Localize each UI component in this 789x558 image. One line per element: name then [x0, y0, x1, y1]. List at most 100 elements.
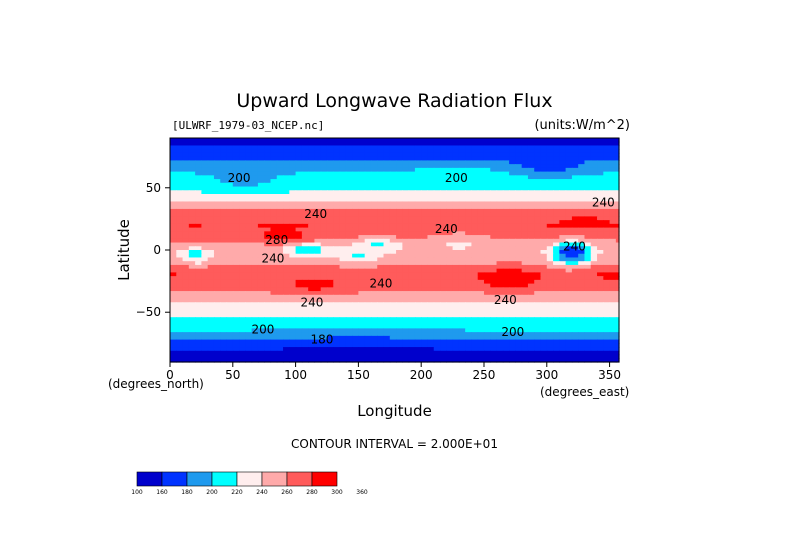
heatmap-cell	[276, 309, 284, 315]
heatmap-cell	[333, 320, 341, 326]
heatmap-cell	[176, 223, 184, 229]
heatmap-cell	[270, 257, 278, 262]
heatmap-cell	[377, 302, 385, 307]
heatmap-cell	[182, 313, 190, 318]
heatmap-cell	[483, 347, 491, 352]
heatmap-cell	[245, 182, 253, 188]
heatmap-cell	[540, 167, 548, 173]
heatmap-cell	[301, 354, 309, 359]
heatmap-cell	[245, 287, 253, 292]
heatmap-cell	[396, 175, 403, 180]
heatmap-cell	[308, 313, 316, 318]
heatmap-cell	[283, 250, 290, 255]
heatmap-cell	[458, 339, 466, 344]
heatmap-cell	[521, 313, 529, 318]
heatmap-cell	[308, 186, 316, 191]
heatmap-cell	[565, 156, 573, 161]
heatmap-cell	[370, 201, 378, 206]
heatmap-cell	[534, 306, 542, 311]
heatmap-cell	[571, 268, 579, 273]
heatmap-cell	[615, 220, 620, 225]
heatmap-cell	[370, 149, 378, 154]
heatmap-cell	[326, 354, 334, 359]
heatmap-cell	[509, 268, 516, 273]
heatmap-cell	[452, 164, 460, 169]
heatmap-cell	[289, 302, 297, 307]
heatmap-cell	[320, 235, 328, 240]
heatmap-cell	[396, 149, 403, 154]
heatmap-cell	[333, 167, 341, 173]
heatmap-cell	[239, 291, 246, 296]
heatmap-cell	[295, 257, 303, 262]
heatmap-cell	[301, 287, 309, 292]
heatmap-cell	[603, 216, 611, 221]
heatmap-cell	[314, 145, 322, 150]
heatmap-cell	[333, 246, 341, 251]
heatmap-cell	[264, 175, 272, 180]
heatmap-cell	[534, 302, 542, 307]
heatmap-cell	[170, 268, 177, 273]
heatmap-cell	[239, 294, 246, 300]
heatmap-cell	[383, 317, 391, 322]
heatmap-cell	[534, 276, 542, 281]
heatmap-cell	[320, 201, 328, 206]
heatmap-cell	[383, 138, 391, 143]
heatmap-cell	[195, 197, 202, 203]
heatmap-cell	[446, 175, 454, 180]
heatmap-cell	[578, 205, 586, 210]
heatmap-cell	[220, 164, 228, 169]
heatmap-cell	[565, 279, 573, 285]
heatmap-cell	[477, 309, 485, 315]
heatmap-cell	[414, 152, 422, 158]
heatmap-cell	[257, 264, 265, 270]
heatmap-cell	[597, 227, 604, 232]
heatmap-cell	[578, 268, 586, 273]
heatmap-cell	[578, 238, 586, 244]
heatmap-cell	[257, 212, 265, 217]
heatmap-cell	[333, 332, 341, 337]
heatmap-cell	[264, 317, 272, 322]
heatmap-cell	[188, 231, 196, 236]
heatmap-cell	[421, 250, 429, 255]
heatmap-cell	[408, 313, 416, 318]
heatmap-cell	[345, 358, 353, 363]
heatmap-cell	[188, 276, 196, 281]
heatmap-cell	[251, 343, 259, 348]
heatmap-cell	[553, 332, 560, 337]
heatmap-cell	[257, 235, 265, 240]
heatmap-cell	[571, 238, 579, 244]
heatmap-cell	[421, 149, 429, 154]
heatmap-cell	[396, 324, 403, 329]
heatmap-cell	[540, 268, 548, 273]
heatmap-cell	[402, 220, 410, 225]
heatmap-cell	[213, 339, 221, 344]
heatmap-cell	[502, 324, 510, 329]
heatmap-cell	[490, 354, 498, 359]
heatmap-cell	[571, 145, 579, 150]
heatmap-cell	[452, 138, 460, 143]
heatmap-cell	[553, 306, 560, 311]
heatmap-cell	[320, 347, 328, 352]
heatmap-cell	[333, 152, 341, 158]
heatmap-cell	[257, 294, 265, 300]
heatmap-cell	[509, 287, 516, 292]
heatmap-cell	[176, 276, 184, 281]
heatmap-cell	[458, 175, 466, 180]
heatmap-cell	[201, 208, 209, 214]
heatmap-cell	[226, 175, 234, 180]
heatmap-cell	[289, 294, 297, 300]
heatmap-cell	[352, 208, 359, 214]
heatmap-cell	[308, 261, 316, 266]
heatmap-cell	[502, 261, 510, 266]
heatmap-cell	[358, 264, 366, 270]
heatmap-cell	[182, 160, 190, 165]
heatmap-cell	[251, 253, 259, 259]
heatmap-cell	[440, 250, 447, 255]
heatmap-cell	[345, 164, 353, 169]
heatmap-cell	[383, 160, 391, 165]
heatmap-cell	[201, 261, 209, 266]
heatmap-cell	[201, 194, 209, 199]
heatmap-cell	[471, 152, 479, 158]
heatmap-cell	[289, 324, 297, 329]
heatmap-cell	[239, 231, 246, 236]
